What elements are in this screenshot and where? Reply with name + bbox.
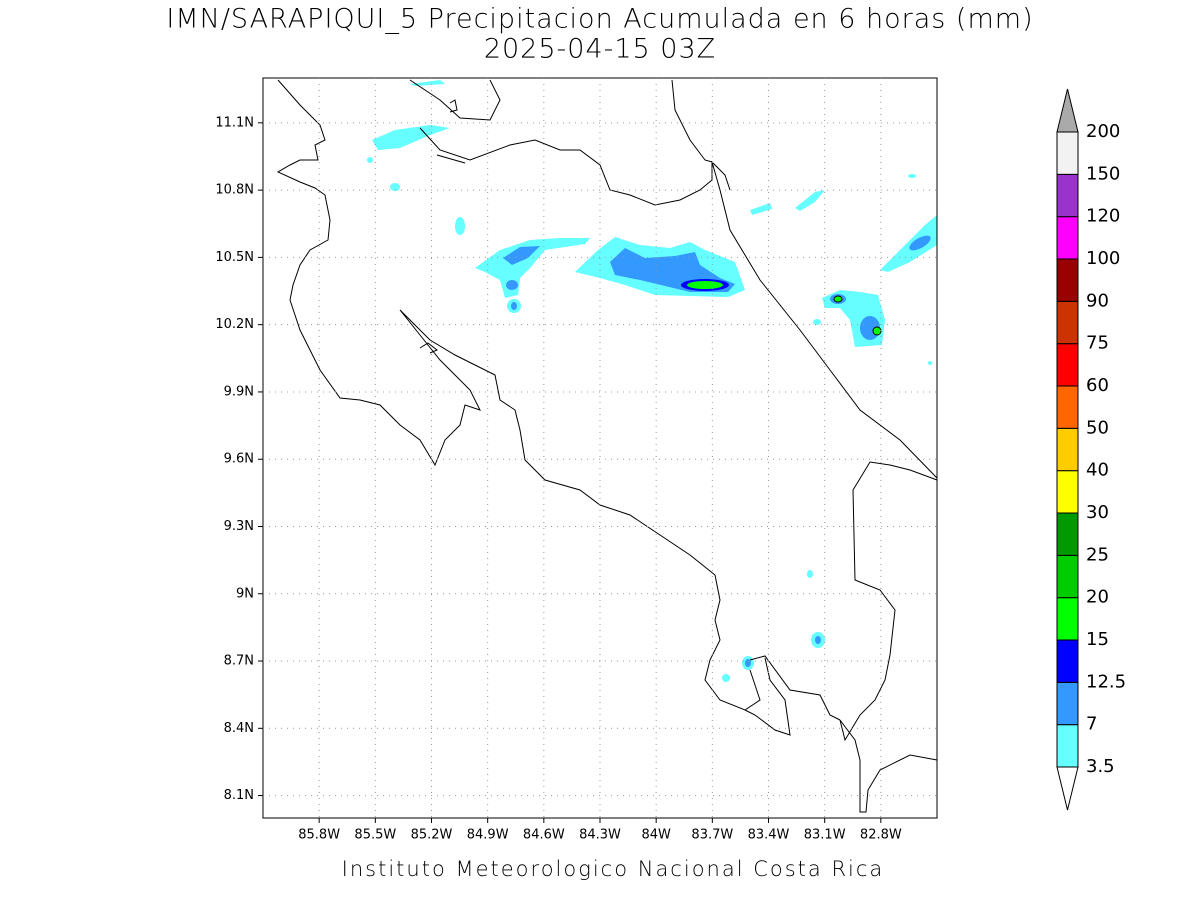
colorbar-box xyxy=(1056,681,1079,726)
y-tick-label: 9.9N xyxy=(224,384,254,399)
y-tick-label: 10.8N xyxy=(215,183,254,198)
colorbar-box xyxy=(1056,597,1079,641)
colorbar-box xyxy=(1056,173,1079,218)
x-tick-label: 83.4W xyxy=(748,828,790,843)
colorbar-label: 15 xyxy=(1086,629,1109,650)
x-tick-label: 85.8W xyxy=(298,828,340,843)
colorbar-box xyxy=(1056,258,1079,302)
colorbar-box xyxy=(1056,470,1079,514)
colorbar-label: 12.5 xyxy=(1086,671,1126,692)
y-tick-label: 8.7N xyxy=(224,654,254,669)
colorbar-label: 40 xyxy=(1086,460,1109,481)
colorbar-label: 20 xyxy=(1086,587,1109,608)
y-tick-label: 8.1N xyxy=(224,788,254,803)
colorbar-label: 150 xyxy=(1086,163,1120,184)
colorbar-box xyxy=(1056,216,1079,260)
precipitation-field xyxy=(367,80,937,682)
y-tick-label: 10.2N xyxy=(215,317,254,332)
title: IMN/SARAPIQUI_5 Precipitacion Acumulada … xyxy=(166,4,1033,35)
colorbar-label: 90 xyxy=(1086,290,1109,311)
colorbar-label: 7 xyxy=(1086,714,1097,735)
y-tick-label: 11.1N xyxy=(215,115,254,130)
colorbar-box xyxy=(1056,343,1079,387)
x-tick-label: 84.6W xyxy=(523,828,565,843)
colorbar-box xyxy=(1056,639,1079,683)
x-tick-label: 84.3W xyxy=(579,828,621,843)
y-tick-label: 9.6N xyxy=(224,452,254,467)
colorbar-box xyxy=(1056,724,1079,768)
colorbar-box xyxy=(1056,385,1079,429)
colorbar-box xyxy=(1056,512,1079,556)
x-tick-label: 82.8W xyxy=(860,828,902,843)
colorbar-label: 200 xyxy=(1086,121,1120,142)
x-tick-label: 84W xyxy=(641,828,671,843)
colorbar-label: 3.5 xyxy=(1086,756,1115,777)
x-tick-label: 83.7W xyxy=(691,828,733,843)
coastline xyxy=(276,79,938,813)
colorbar-label: 50 xyxy=(1086,417,1109,438)
y-tick-label: 9.3N xyxy=(224,519,254,534)
map-frame xyxy=(262,77,938,819)
colorbar-box xyxy=(1056,131,1079,175)
x-tick-label: 85.2W xyxy=(411,828,453,843)
colorbar-label: 25 xyxy=(1086,544,1109,565)
colorbar-box xyxy=(1056,427,1079,472)
colorbar-label: 75 xyxy=(1086,333,1109,354)
y-tick-label: 8.4N xyxy=(224,721,254,736)
colorbar-label: 30 xyxy=(1086,502,1109,523)
colorbar-label: 100 xyxy=(1086,248,1120,269)
colorbar-under xyxy=(1056,766,1079,811)
subtitle: 2025-04-15 03Z xyxy=(484,34,716,65)
colorbar-label: 120 xyxy=(1086,206,1120,227)
y-tick-label: 9N xyxy=(236,586,254,601)
colorbar-box xyxy=(1056,554,1079,599)
colorbar-over xyxy=(1056,88,1079,133)
colorbar-box xyxy=(1056,300,1079,345)
y-tick-label: 10.5N xyxy=(215,250,254,265)
x-tick-label: 84.9W xyxy=(467,828,509,843)
colorbar-label: 60 xyxy=(1086,375,1109,396)
x-tick-label: 85.5W xyxy=(354,828,396,843)
footer: Instituto Meteorologico Nacional Costa R… xyxy=(342,857,885,881)
x-tick-label: 83.1W xyxy=(804,828,846,843)
